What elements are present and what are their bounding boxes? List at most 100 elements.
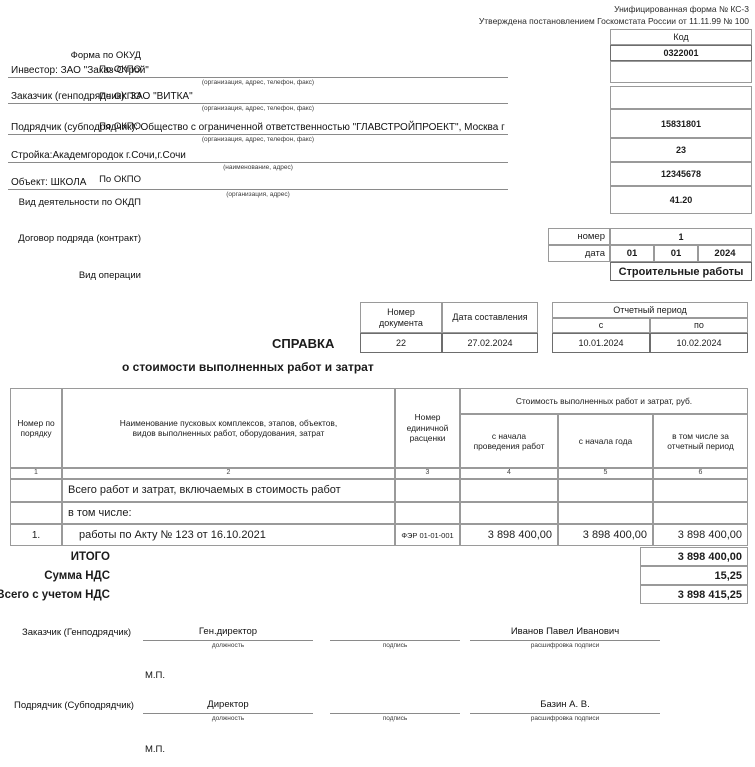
operation-type-value[interactable]: Строительные работы — [610, 262, 752, 281]
total-value-with-vat: 3 898 415,25 — [640, 585, 748, 604]
operation-type-label: Вид операции — [78, 270, 141, 281]
doc-number-header: Номер документа — [360, 302, 442, 333]
signature-name-customer: Иванов Павел Иванович — [510, 626, 620, 637]
col-header-cost-group: Стоимость выполненных работ и затрат, ру… — [460, 388, 748, 414]
total-value-itogo: 3 898 400,00 — [640, 547, 748, 566]
page-title: СПРАВКА — [272, 336, 335, 351]
table-row: 3 898 400,00 — [460, 524, 558, 546]
contract-label: Договор подряда (контракт) — [18, 233, 141, 244]
code-column-header: Код — [610, 29, 752, 45]
signature-role-customer: Заказчик (Генподрядчик) — [22, 627, 132, 638]
contract-date-label: дата — [548, 245, 610, 262]
contract-number-label: номер — [548, 228, 610, 245]
party-object-text: Объект: ШКОЛА — [11, 177, 87, 188]
table-row — [10, 502, 62, 524]
party-row-contractor: Подрядчик (субподрядчик): Общество с огр… — [8, 119, 508, 135]
table-row — [460, 502, 558, 524]
signature-position-contractor: Директор — [207, 699, 249, 710]
party-rule — [8, 134, 508, 135]
table-row — [460, 479, 558, 502]
party-rule — [8, 103, 508, 104]
signature-name-contractor: Базин А. В. — [540, 699, 590, 710]
col-header-cost-period: в том числе за отчетный период — [653, 414, 748, 468]
table-row — [395, 479, 460, 502]
contract-date-year[interactable]: 2024 — [698, 245, 752, 262]
period-to-value[interactable]: 10.02.2024 — [650, 333, 748, 353]
party-hint-contractor: (организация, адрес, телефон, факс) — [201, 136, 315, 143]
party-row-customer: Заказчик (генподрядчик): ЗАО "ВИТКА" — [8, 88, 508, 104]
code-value-okpo-2[interactable] — [610, 86, 752, 109]
party-customer-text: Заказчик (генподрядчик): ЗАО "ВИТКА" — [11, 91, 193, 102]
table-row: ФЭР 01-01-001 — [395, 524, 460, 546]
contract-date-day[interactable]: 01 — [610, 245, 654, 262]
signature-caption-position: должность — [211, 715, 245, 722]
code-value-okpo-1[interactable] — [610, 61, 752, 83]
table-row: 1. — [10, 524, 62, 546]
table-row — [653, 479, 748, 502]
page-subtitle: о стоимости выполненных работ и затрат — [122, 360, 374, 374]
stamp-mark-contractor: М.П. — [145, 744, 166, 755]
signature-line-position — [143, 640, 313, 641]
table-row: 3 898 400,00 — [558, 524, 653, 546]
signature-position-customer: Ген.директор — [198, 626, 258, 637]
party-hint-object: (организация, адрес) — [226, 191, 290, 198]
table-row — [10, 479, 62, 502]
signature-caption-sign: подпись — [382, 642, 408, 649]
table-row: Всего работ и затрат, включаемых в стоим… — [62, 479, 395, 502]
signature-caption-sign: подпись — [382, 715, 408, 722]
contract-number-value[interactable]: 1 — [610, 228, 752, 245]
party-rule — [8, 162, 508, 163]
table-row: 3 898 400,00 — [653, 524, 748, 546]
code-value-region[interactable]: 23 — [610, 138, 752, 162]
signature-role-contractor: Подрядчик (Субподрядчик) — [14, 700, 134, 711]
table-row: в том числе: — [62, 502, 395, 524]
doc-number-value[interactable]: 22 — [360, 333, 442, 353]
works-table: Номер по порядку Наименование пусковых к… — [10, 388, 748, 548]
total-label-itogo: ИТОГО — [70, 551, 110, 563]
party-site-text: Стройка:Академгородок г.Сочи,г.Сочи — [11, 150, 186, 161]
total-label-vat: Сумма НДС — [44, 570, 110, 582]
code-value-okpo-4[interactable]: 12345678 — [610, 162, 752, 186]
period-from-value[interactable]: 10.01.2024 — [552, 333, 650, 353]
col-header-number: Номер по порядку — [10, 388, 62, 468]
party-hint-customer: (организация, адрес, телефон, факс) — [201, 105, 315, 112]
total-value-vat: 15,25 — [640, 566, 748, 585]
col-header-name: Наименование пусковых комплексов, этапов… — [62, 388, 395, 468]
col-num-4: 4 — [460, 468, 558, 479]
col-header-unit-rate: Номер единичной расценки — [395, 388, 460, 468]
doc-date-value[interactable]: 27.02.2024 — [442, 333, 538, 353]
code-value-okpo-3[interactable]: 15831801 — [610, 109, 752, 138]
signature-line-position — [143, 713, 313, 714]
period-title: Отчетный период — [552, 302, 748, 318]
period-from-header: с — [552, 318, 650, 333]
signature-line-name — [470, 640, 660, 641]
code-label-okpo-3: По ОКПО — [99, 121, 141, 132]
col-header-cost-from-start: с начала проведения работ — [460, 414, 558, 468]
col-header-cost-from-year: с начала года — [558, 414, 653, 468]
code-value-okdp[interactable]: 41.20 — [610, 186, 752, 214]
code-value-okud[interactable]: 0322001 — [610, 45, 752, 61]
party-investor-text: Инвестор: ЗАО "Заказ-Строй" — [11, 65, 149, 76]
signature-caption-name: расшифровка подписи — [530, 642, 600, 649]
table-row — [395, 502, 460, 524]
contract-date-month[interactable]: 01 — [654, 245, 698, 262]
party-row-investor: Инвестор: ЗАО "Заказ-Строй" — [8, 62, 508, 78]
code-label-okpo-4: По ОКПО — [99, 174, 141, 185]
code-label-okud: Форма по ОКУД — [70, 50, 141, 61]
form-legal-caption: Унифицированная форма № КС-3 Утверждена … — [329, 4, 749, 27]
form-approval-line: Утверждена постановлением Госкомстата Ро… — [478, 15, 749, 26]
party-row-site: Стройка:Академгородок г.Сочи,г.Сочи — [8, 147, 508, 163]
code-label-okdp: Вид деятельности по ОКДП — [18, 197, 141, 208]
total-label-with-vat: Всего с учетом НДС — [0, 589, 110, 601]
col-num-2: 2 — [62, 468, 395, 479]
party-hint-investor: (организация, адрес, телефон, факс) — [201, 79, 315, 86]
code-label-okpo-2: По ОКПО — [99, 91, 141, 102]
signature-line-sign — [330, 713, 460, 714]
code-label-okpo-1: По ОКПО — [99, 64, 141, 75]
party-rule — [8, 189, 508, 190]
col-num-3: 3 — [395, 468, 460, 479]
col-num-6: 6 — [653, 468, 748, 479]
table-row — [558, 502, 653, 524]
col-num-1: 1 — [10, 468, 62, 479]
party-row-object: Объект: ШКОЛА — [8, 174, 508, 190]
